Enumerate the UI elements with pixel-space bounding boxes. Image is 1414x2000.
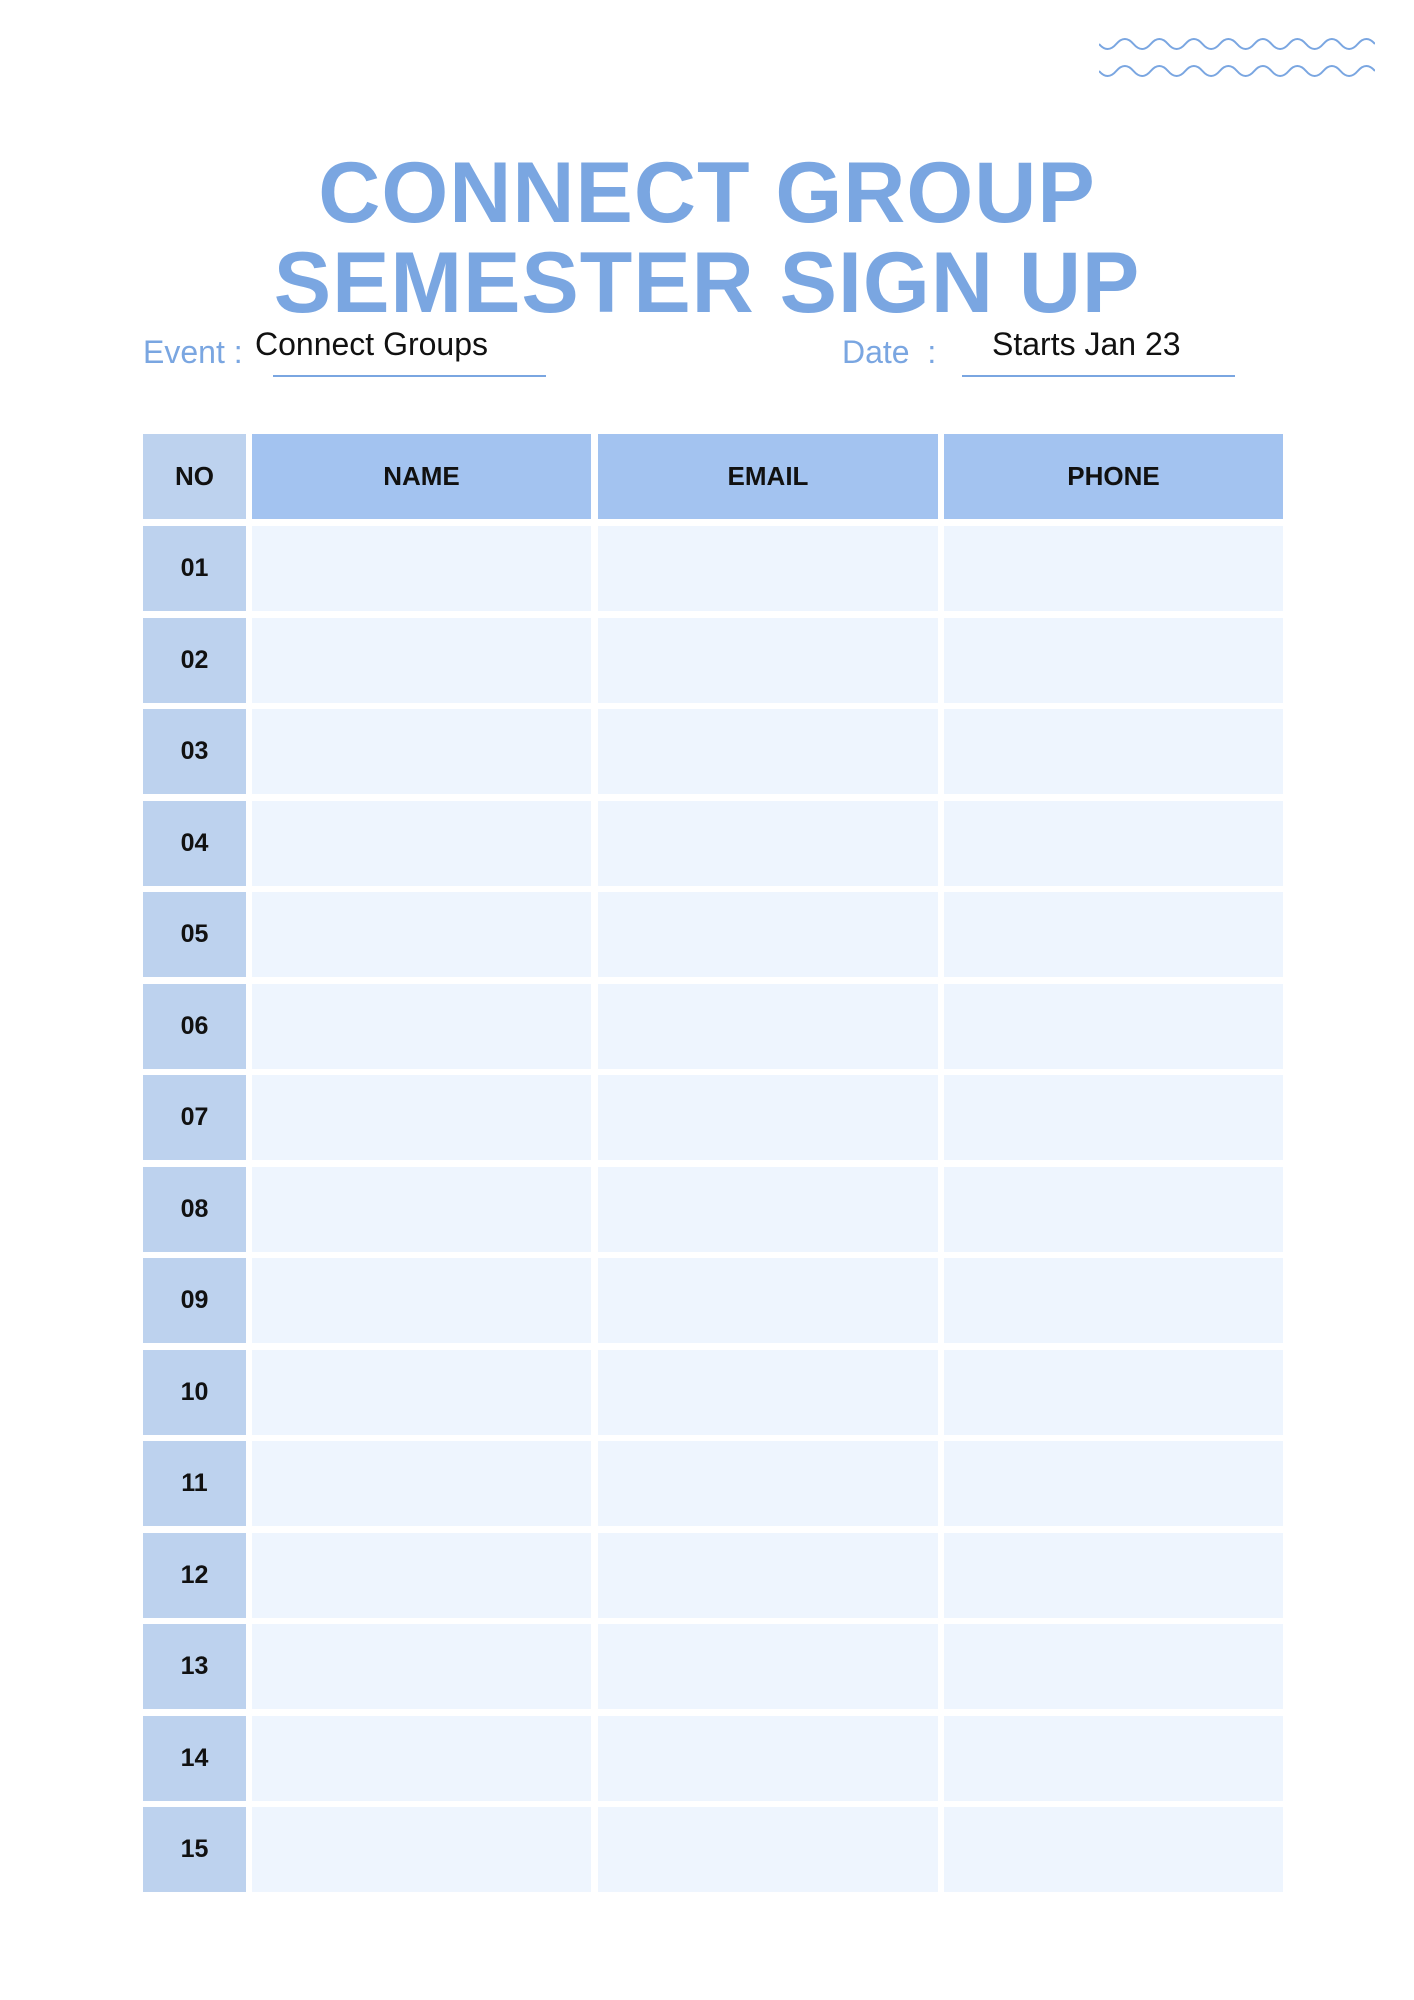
row-number: 14 <box>143 1715 246 1801</box>
phone-cell[interactable] <box>944 1166 1283 1252</box>
name-cell[interactable] <box>252 800 591 886</box>
row-number: 04 <box>143 800 246 886</box>
phone-cell[interactable] <box>944 1715 1283 1801</box>
email-cell[interactable] <box>598 1258 938 1343</box>
name-cell[interactable] <box>252 1166 591 1252</box>
row-number: 06 <box>143 983 246 1069</box>
date-label: Date : <box>842 334 937 370</box>
email-cell[interactable] <box>598 1441 938 1526</box>
name-cell[interactable] <box>252 709 591 794</box>
phone-cell[interactable] <box>944 1807 1283 1892</box>
row-number: 07 <box>143 1075 246 1160</box>
phone-cell[interactable] <box>944 1075 1283 1160</box>
phone-cell[interactable] <box>944 617 1283 703</box>
email-cell[interactable] <box>598 1807 938 1892</box>
page-title-line-1: CONNECT GROUP <box>318 145 1096 241</box>
phone-cell[interactable] <box>944 1624 1283 1709</box>
email-cell[interactable] <box>598 892 938 977</box>
email-cell[interactable] <box>598 617 938 703</box>
row-number: 01 <box>143 526 246 611</box>
email-cell[interactable] <box>598 983 938 1069</box>
email-cell[interactable] <box>598 1532 938 1618</box>
row-number: 02 <box>143 617 246 703</box>
email-cell[interactable] <box>598 1166 938 1252</box>
name-cell[interactable] <box>252 526 591 611</box>
phone-cell[interactable] <box>944 1258 1283 1343</box>
phone-cell[interactable] <box>944 709 1283 794</box>
row-number: 09 <box>143 1258 246 1343</box>
phone-cell[interactable] <box>944 983 1283 1069</box>
phone-cell[interactable] <box>944 800 1283 886</box>
column-header-no: NO <box>143 434 246 519</box>
event-label: Event : <box>143 334 243 370</box>
page-title-line-2: SEMESTER SIGN UP <box>273 235 1141 331</box>
name-cell[interactable] <box>252 892 591 977</box>
name-cell[interactable] <box>252 1441 591 1526</box>
row-number: 15 <box>143 1807 246 1892</box>
phone-cell[interactable] <box>944 1532 1283 1618</box>
row-number: 05 <box>143 892 246 977</box>
email-cell[interactable] <box>598 800 938 886</box>
column-header-phone: PHONE <box>944 434 1283 519</box>
event-value[interactable]: Connect Groups <box>255 326 489 362</box>
row-number: 13 <box>143 1624 246 1709</box>
name-cell[interactable] <box>252 983 591 1069</box>
email-cell[interactable] <box>598 1349 938 1435</box>
name-cell[interactable] <box>252 1807 591 1892</box>
phone-cell[interactable] <box>944 1349 1283 1435</box>
phone-cell[interactable] <box>944 892 1283 977</box>
phone-cell[interactable] <box>944 1441 1283 1526</box>
row-number: 11 <box>143 1441 246 1526</box>
name-cell[interactable] <box>252 617 591 703</box>
row-number: 12 <box>143 1532 246 1618</box>
name-cell[interactable] <box>252 1624 591 1709</box>
name-cell[interactable] <box>252 1532 591 1618</box>
wave-decoration <box>1099 38 1375 77</box>
email-cell[interactable] <box>598 1624 938 1709</box>
date-value[interactable]: Starts Jan 23 <box>992 326 1181 362</box>
email-cell[interactable] <box>598 1075 938 1160</box>
name-cell[interactable] <box>252 1349 591 1435</box>
column-header-email: EMAIL <box>598 434 938 519</box>
email-cell[interactable] <box>598 526 938 611</box>
row-number: 10 <box>143 1349 246 1435</box>
date-underline <box>962 375 1235 377</box>
email-cell[interactable] <box>598 709 938 794</box>
column-header-name: NAME <box>252 434 591 519</box>
name-cell[interactable] <box>252 1258 591 1343</box>
email-cell[interactable] <box>598 1715 938 1801</box>
name-cell[interactable] <box>252 1075 591 1160</box>
event-underline <box>273 375 546 377</box>
name-cell[interactable] <box>252 1715 591 1801</box>
phone-cell[interactable] <box>944 526 1283 611</box>
row-number: 03 <box>143 709 246 794</box>
row-number: 08 <box>143 1166 246 1252</box>
